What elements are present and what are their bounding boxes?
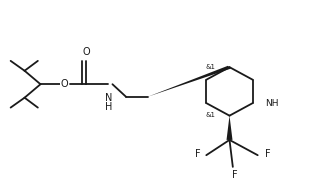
Text: &1: &1 [205,64,215,70]
Text: H: H [106,102,113,112]
Text: O: O [83,47,90,57]
Text: O: O [61,79,68,89]
Text: N: N [106,93,113,103]
Text: &1: &1 [205,112,215,118]
Text: F: F [232,170,237,180]
Text: F: F [265,149,271,159]
Text: F: F [195,149,200,159]
Polygon shape [148,66,231,97]
Polygon shape [226,116,232,140]
Text: NH: NH [265,100,278,109]
